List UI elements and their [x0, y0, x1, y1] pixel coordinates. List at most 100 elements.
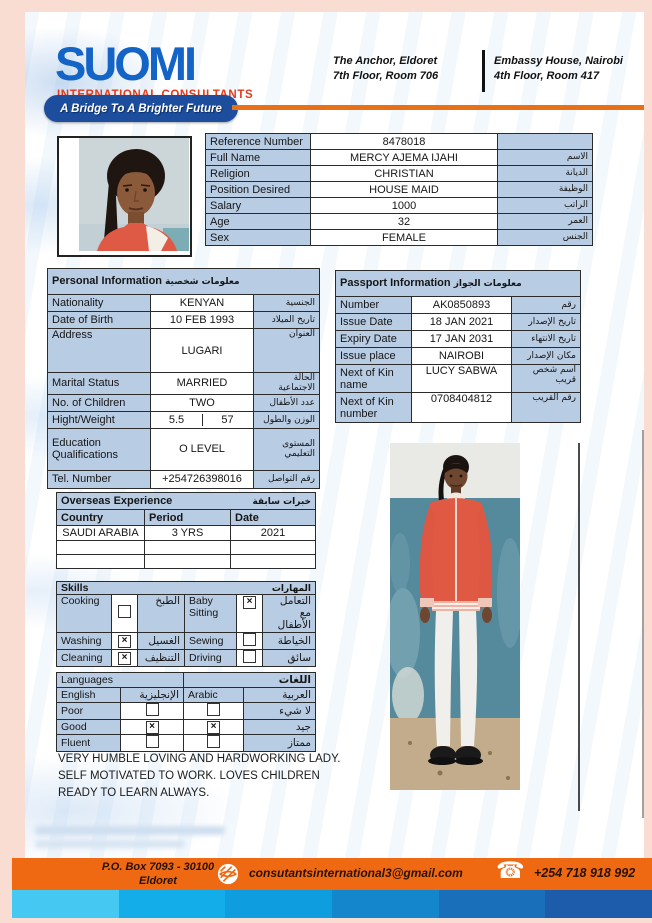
skills-table: Skills المهارات Cooking الطبخ Baby Sitti… — [55, 580, 317, 667]
table-row: Date of Birth 10 FEB 1993 تاريخ الميلاد — [47, 311, 321, 329]
column-header-row: Country Period Date — [56, 509, 317, 526]
language-level-label: Poor — [56, 702, 121, 720]
field-value: LUGARI — [150, 328, 254, 373]
section-title-row: Personal Information معلومات شخصية — [46, 268, 321, 295]
checkbox — [243, 633, 256, 646]
overseas-period — [144, 554, 231, 569]
table-row: SAUDI ARABIA 3 YRS 2021 — [56, 525, 317, 541]
table-row: Cooking الطبخ Baby Sitting × التعامل مع … — [56, 594, 317, 633]
portrait-photo — [79, 138, 189, 251]
table-row: Hight/Weight 5.5 57 الوزن والطول — [47, 410, 321, 429]
skill-label: Sewing — [184, 631, 237, 650]
header-divider-line — [232, 105, 644, 110]
field-value: LUCY SABWA — [411, 364, 512, 393]
field-label: Next of Kin name — [335, 364, 412, 393]
col-header-english-ar: الإنجليزية — [120, 687, 184, 703]
field-arabic: رقم القريب — [510, 392, 582, 423]
table-row: Next of Kin name LUCY SABWA اسم شخص قريب — [335, 364, 582, 393]
field-value: +254726398016 — [150, 469, 254, 489]
ref-label: Religion — [205, 165, 311, 182]
languages-title-en: Languages — [56, 672, 184, 688]
level-arabic: لا شيء — [243, 702, 316, 720]
section-title-row: Overseas Experience خبرات سابقة — [55, 492, 317, 510]
skill-label: Washing — [56, 631, 112, 650]
blue-segment — [12, 890, 119, 918]
ref-arabic — [497, 133, 593, 150]
blue-segment — [545, 890, 652, 918]
skill-checkbox-sewing — [236, 631, 263, 650]
field-arabic: تاريخ الإصدار — [510, 313, 582, 331]
checkbox — [243, 650, 256, 663]
ref-label: Full Name — [205, 149, 311, 166]
field-arabic: الجنسية — [252, 294, 321, 312]
level-arabic: ممتاز — [243, 734, 316, 752]
field-value: 17 JAN 2031 — [411, 330, 512, 348]
blue-segment — [118, 890, 226, 918]
overseas-title-ar: خبرات سابقة — [252, 496, 312, 507]
col-header-arabic: Arabic — [183, 687, 244, 703]
skill-checkbox-baby-sitting: × — [236, 594, 263, 633]
checkbox: × — [145, 721, 159, 734]
summary-line: VERY HUMBLE LOVING AND HARDWORKING LADY. — [58, 753, 341, 765]
summary-line: READY TO LEARN ALWAYS. — [58, 787, 210, 799]
overseas-title-en: Overseas Experience — [61, 494, 173, 507]
field-value: NAIROBI — [411, 347, 512, 365]
checkbox — [207, 703, 220, 716]
table-row: Tel. Number +254726398016 رقم التواصل — [47, 469, 321, 489]
ref-label: Reference Number — [205, 133, 311, 150]
checkbox — [145, 703, 159, 716]
language-level-label: Good — [56, 719, 121, 735]
contact-email: consutantsinternational3@gmail.com — [249, 866, 463, 880]
office2-line1: Embassy House, Nairobi — [494, 55, 623, 67]
field-arabic: تاريخ الانتهاء — [510, 330, 582, 348]
field-arabic: الوزن والطول — [252, 410, 321, 429]
ref-value: MERCY AJEMA IJAHI — [310, 149, 498, 166]
skill-checkbox-cooking — [111, 594, 138, 633]
overseas-experience-table: Overseas Experience خبرات سابقة Country … — [55, 492, 317, 569]
ref-value: 1000 — [310, 197, 498, 214]
field-arabic: اسم شخص قريب — [510, 364, 582, 393]
skill-checkbox-cleaning: × — [111, 648, 138, 667]
page-edge-line — [642, 430, 644, 818]
field-label: Expiry Date — [335, 330, 412, 348]
col-header-country: Country — [56, 509, 145, 526]
ref-value: 8478018 — [310, 133, 498, 150]
ref-label: Salary — [205, 197, 311, 214]
col-header-english: English — [56, 687, 121, 703]
col-header-date: Date — [229, 509, 317, 526]
skill-arabic: الطبخ — [137, 594, 185, 633]
table-row: Full Name MERCY AJEMA IJAHI الاسم — [205, 149, 593, 166]
tagline-pill: A Bridge To A Brighter Future — [44, 95, 238, 122]
overseas-date — [229, 554, 317, 569]
po-box-line1: P.O. Box 7093 - 30100 — [101, 861, 215, 873]
passport-title-en: Passport Information — [340, 277, 451, 290]
field-value: AK0850893 — [411, 296, 512, 314]
section-title-row: Skills المهارات — [55, 580, 317, 596]
office-address-eldoret: The Anchor, Eldoret 7th Floor, Room 706 — [333, 54, 478, 85]
table-row: Salary 1000 الراتب — [205, 197, 593, 214]
full-body-photo — [386, 443, 523, 790]
telephone-icon: ☎ — [496, 858, 525, 884]
table-row: Religion CHRISTIAN الديانة — [205, 165, 593, 182]
field-label: Education Qualifications — [47, 427, 151, 471]
ref-arabic: الراتب — [497, 197, 593, 214]
checkbox: × — [118, 634, 131, 648]
skill-checkbox-driving — [236, 648, 263, 667]
field-value: 10 FEB 1993 — [150, 311, 254, 329]
field-arabic: تاريخ الميلاد — [252, 311, 321, 329]
field-label: Hight/Weight — [47, 410, 151, 429]
overseas-period — [144, 540, 231, 555]
field-label: Address — [47, 328, 151, 373]
col-header-arabic-ar: العربية — [243, 687, 316, 703]
skill-label: Cleaning — [56, 648, 112, 667]
photo-cell-border-line — [578, 443, 580, 811]
skill-checkbox-washing: × — [111, 631, 138, 650]
table-row: Poor لا شيء — [56, 702, 316, 720]
language-level-label: Fluent — [56, 734, 121, 752]
table-row: Sex FEMALE الجنس — [205, 229, 593, 246]
ref-label: Position Desired — [205, 181, 311, 198]
field-label: Nationality — [47, 294, 151, 312]
col-header-period: Period — [144, 509, 231, 526]
ref-value: FEMALE — [310, 229, 498, 246]
table-row: No. of Children TWO عدد الأطفال — [47, 393, 321, 412]
